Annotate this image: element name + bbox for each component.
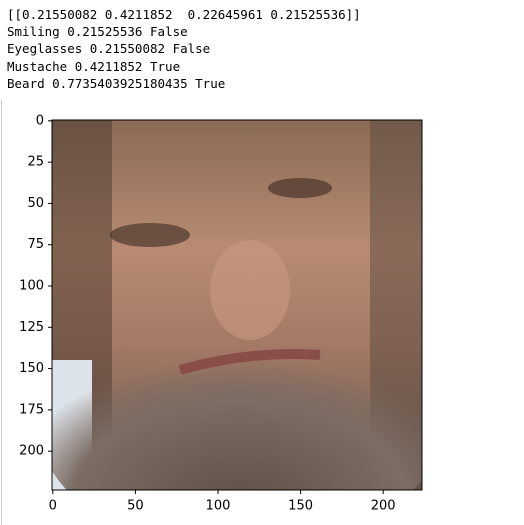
y-tick-label: 150 [19, 361, 44, 376]
y-tick-label: 125 [19, 320, 44, 335]
y-tick-label: 175 [19, 402, 44, 417]
output-line: Mustache 0.4211852 True [7, 58, 181, 74]
image [52, 120, 422, 490]
x-tick-label: 200 [371, 499, 396, 514]
output-line: Smiling 0.21525536 False [7, 24, 188, 40]
x-tick-label: 0 [49, 499, 57, 514]
y-tick-label: 75 [27, 237, 44, 252]
x-tick-label: 100 [206, 499, 231, 514]
stdout: [[0.21550082 0.4211852 0.22645961 0.2152… [7, 6, 361, 92]
output-line: Eyeglasses 0.21550082 False [7, 41, 211, 57]
output-line: [[0.21550082 0.4211852 0.22645961 0.2152… [7, 7, 361, 22]
output-line: Beard 0.7735403925180435 True [7, 75, 226, 91]
y-tick-label: 200 [19, 444, 44, 459]
x-tick-label: 50 [127, 499, 144, 514]
axes-frame [51, 119, 423, 491]
y-tick-label: 25 [27, 155, 44, 170]
y-tick-label: 0 [36, 113, 44, 128]
y-tick-label: 100 [19, 279, 44, 294]
y-tick-label: 50 [27, 196, 44, 211]
x-tick-label: 150 [288, 499, 313, 514]
